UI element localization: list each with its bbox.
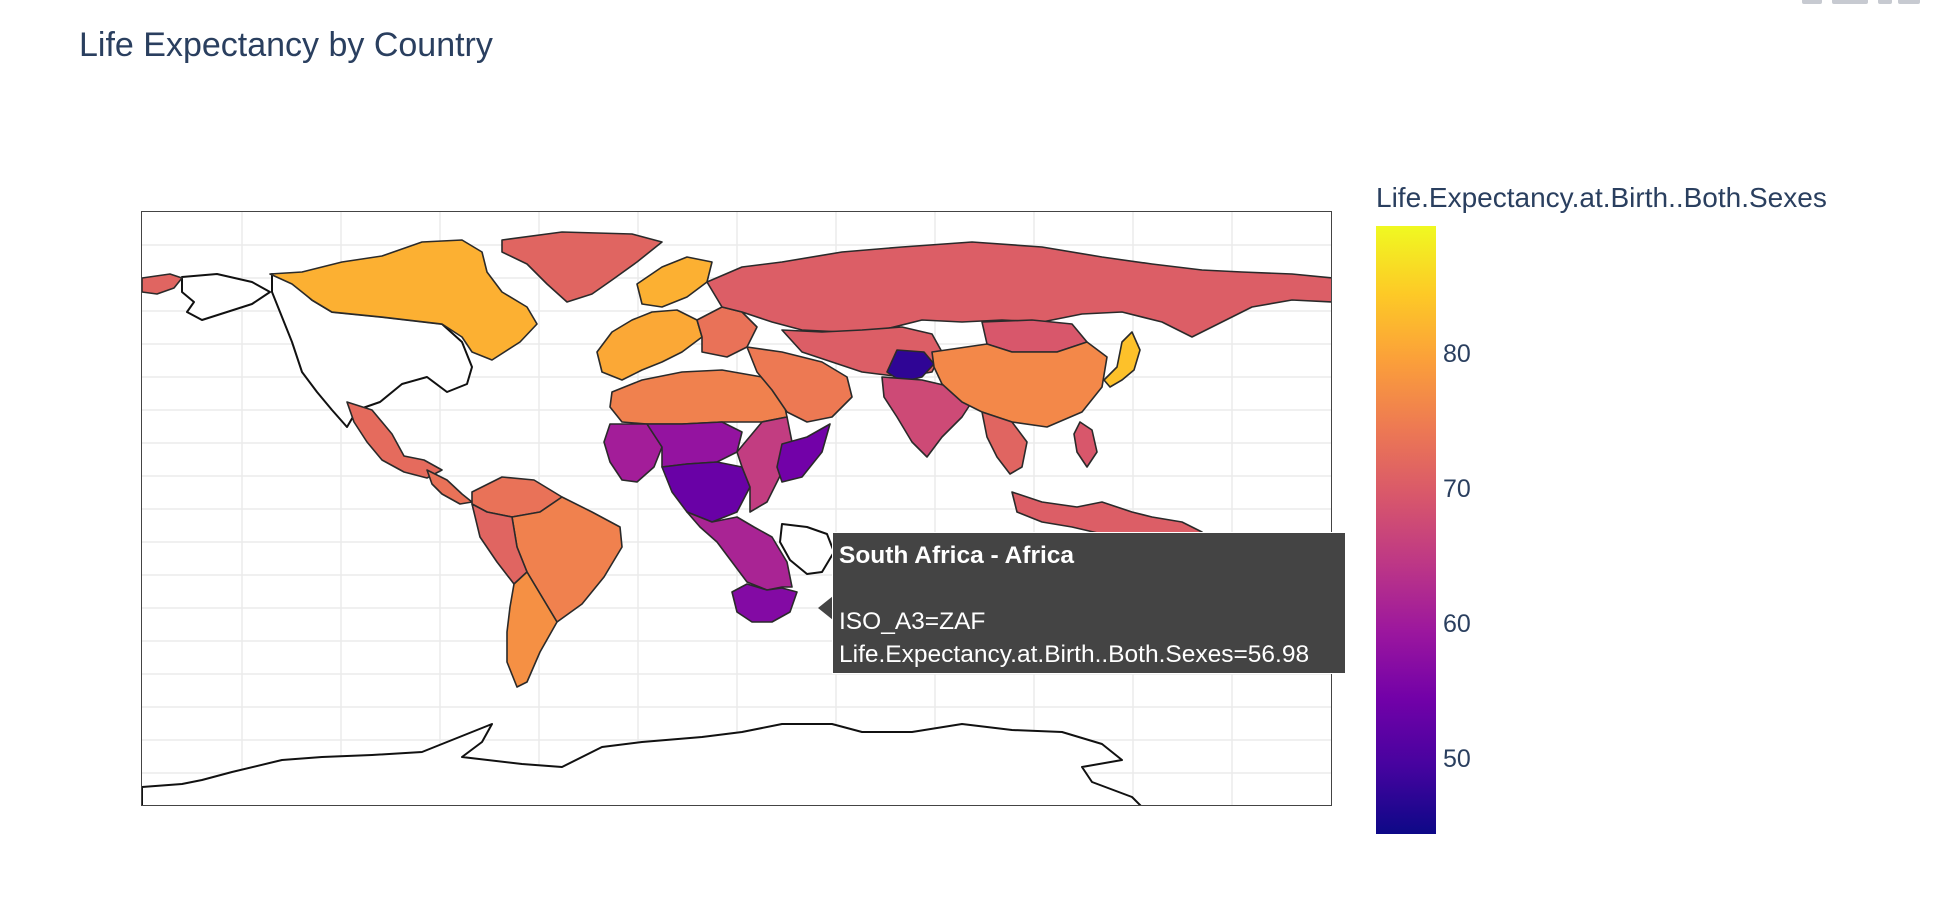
antarctica-coastline bbox=[142, 723, 1142, 805]
region-alaska[interactable] bbox=[142, 273, 183, 295]
hover-tooltip: South Africa - Africa ISO_A3=ZAF Life.Ex… bbox=[832, 532, 1346, 674]
region-middle-east[interactable] bbox=[746, 346, 853, 423]
region-philippines[interactable] bbox=[1073, 421, 1098, 468]
chart-title: Life Expectancy by Country bbox=[79, 26, 493, 64]
alaska-west-coastline bbox=[181, 273, 271, 321]
colorbar-title: Life.Expectancy.at.Birth..Both.Sexes bbox=[1376, 182, 1827, 213]
modebar-pan-icon[interactable] bbox=[1832, 0, 1868, 4]
modebar[interactable] bbox=[1802, 0, 1922, 6]
colorbar-tick-70: 70 bbox=[1443, 475, 1471, 503]
region-greenland[interactable] bbox=[501, 231, 663, 303]
region-china[interactable] bbox=[931, 341, 1108, 428]
region-scandinavia[interactable] bbox=[636, 256, 713, 308]
region-mexico[interactable] bbox=[346, 401, 443, 479]
colorbar-tick-50: 50 bbox=[1443, 745, 1471, 773]
region-southern-cone[interactable] bbox=[506, 571, 558, 688]
region-canada[interactable] bbox=[269, 239, 538, 361]
modebar-reset-icon[interactable] bbox=[1878, 0, 1892, 4]
region-central-africa[interactable] bbox=[661, 461, 751, 523]
map-frame[interactable] bbox=[141, 211, 1332, 806]
region-sahel[interactable] bbox=[646, 421, 743, 468]
tooltip-spacer bbox=[839, 572, 1339, 605]
region-europe[interactable] bbox=[596, 309, 703, 381]
region-central-america[interactable] bbox=[426, 469, 473, 505]
modebar-zoom-icon[interactable] bbox=[1802, 0, 1822, 4]
world-map[interactable] bbox=[142, 212, 1332, 806]
colorbar-tick-80: 80 bbox=[1443, 340, 1471, 368]
region-southeast-asia[interactable] bbox=[981, 411, 1028, 475]
colorbar bbox=[1376, 226, 1436, 834]
region-north-africa[interactable] bbox=[609, 369, 788, 425]
region-horn-of-africa[interactable] bbox=[776, 423, 831, 483]
africa-south-gap bbox=[779, 523, 835, 575]
tooltip-title: South Africa - Africa bbox=[839, 542, 1075, 569]
region-southern-africa[interactable] bbox=[686, 511, 793, 591]
colorbar-tick-60: 60 bbox=[1443, 610, 1471, 638]
region-east-africa[interactable] bbox=[736, 416, 793, 513]
tooltip-iso-code: ISO_A3=ZAF bbox=[839, 608, 986, 635]
tooltip-value: Life.Expectancy.at.Birth..Both.Sexes=56.… bbox=[839, 641, 1310, 668]
region-south-africa[interactable] bbox=[731, 583, 798, 623]
region-afghanistan[interactable] bbox=[886, 349, 935, 383]
modebar-logo-icon[interactable] bbox=[1898, 0, 1920, 4]
tooltip-arrow bbox=[818, 596, 833, 620]
region-japan[interactable] bbox=[1103, 331, 1141, 388]
